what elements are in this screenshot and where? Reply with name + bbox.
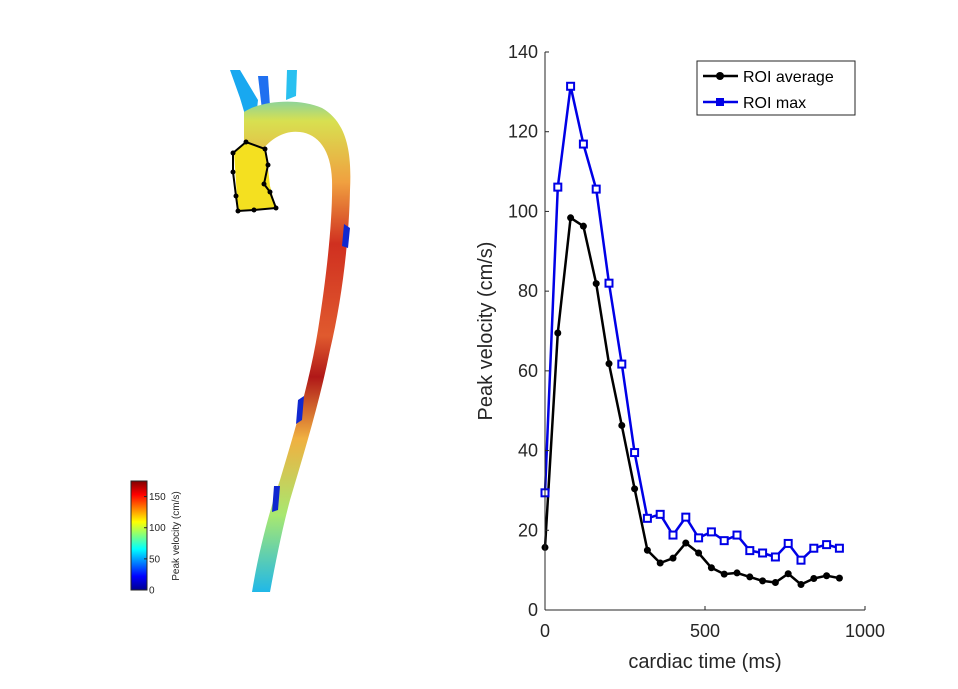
data-point-roi-average <box>656 559 664 567</box>
data-point-roi-max <box>553 182 563 192</box>
data-point-roi-average <box>759 577 767 585</box>
data-point-roi-average <box>579 222 587 230</box>
data-point-roi-max <box>578 139 588 149</box>
data-point-roi-average <box>733 569 741 577</box>
roi-region <box>234 142 276 212</box>
legend-label-max: ROI max <box>743 95 806 112</box>
data-point-roi-average <box>707 564 715 572</box>
data-point-roi-max <box>783 538 793 548</box>
data-point-roi-max <box>732 530 742 540</box>
x-tick-label: 1000 <box>845 621 885 641</box>
velocity-chart: 0 500 1000 0 20 40 60 80 100 120 140 cardiac time … <box>475 42 885 673</box>
data-point-roi-max <box>834 543 844 553</box>
roi-outline <box>230 139 279 214</box>
data-point-roi-average <box>823 572 831 580</box>
data-point-roi-average <box>605 360 613 368</box>
data-point-roi-average <box>643 546 651 554</box>
legend-label-average: ROI average <box>743 69 834 86</box>
data-point-roi-max <box>758 548 768 558</box>
data-point-roi-average <box>592 280 600 288</box>
y-tick-label: 140 <box>508 42 538 62</box>
colorbar-tick-label: 100 <box>149 523 166 534</box>
y-tick-label: 80 <box>518 281 538 301</box>
data-point-roi-average <box>682 539 690 547</box>
x-tick-label: 500 <box>690 621 720 641</box>
colorbar-tick-label: 50 <box>149 554 161 565</box>
x-axis-title: cardiac time (ms) <box>628 651 781 673</box>
y-tick-label: 60 <box>518 361 538 381</box>
legend-marker-max <box>716 98 724 106</box>
data-point-roi-max <box>809 543 819 553</box>
y-tick-label: 0 <box>528 600 538 620</box>
data-point-roi-max <box>745 546 755 556</box>
y-axis-title: Peak velocity (cm/s) <box>475 242 497 421</box>
data-point-roi-max <box>822 540 832 550</box>
y-tick-label: 120 <box>508 122 538 142</box>
y-tick-label: 100 <box>508 201 538 221</box>
data-point-roi-max <box>681 512 691 522</box>
colorbar-tick-label: 150 <box>149 492 166 503</box>
data-point-roi-average <box>810 575 818 583</box>
legend-marker-average <box>716 72 724 80</box>
data-point-roi-average <box>720 570 728 578</box>
data-point-roi-max <box>668 530 678 540</box>
data-point-roi-average <box>746 573 754 581</box>
aorta-velocity-map <box>230 70 351 592</box>
data-point-roi-average <box>554 329 562 337</box>
data-point-roi-max <box>719 536 729 546</box>
data-point-roi-average <box>567 214 575 222</box>
branch-vessel-middle <box>258 76 270 110</box>
branch-vessel-left <box>230 70 258 118</box>
data-point-roi-max <box>566 81 576 91</box>
colorbar-label: Peak velocity (cm/s) <box>171 491 182 580</box>
data-point-roi-average <box>771 578 779 586</box>
colorbar: 0 50 100 150 Peak velocity (cm/s) <box>130 480 182 597</box>
data-point-roi-average <box>784 570 792 578</box>
data-point-roi-average <box>631 485 639 493</box>
data-point-roi-max <box>591 184 601 194</box>
data-point-roi-average <box>835 574 843 582</box>
data-point-roi-max <box>604 278 614 288</box>
data-point-roi-max <box>630 448 640 458</box>
data-point-roi-average <box>618 421 626 429</box>
y-tick-label: 40 <box>518 441 538 461</box>
data-point-roi-average <box>797 580 805 588</box>
legend: ROI average ROI max <box>696 60 856 116</box>
aortic-arch <box>244 101 351 592</box>
data-point-roi-average <box>695 549 703 557</box>
branch-vessel-right <box>286 70 297 100</box>
y-tick-label: 20 <box>518 520 538 540</box>
data-point-roi-max <box>617 359 627 369</box>
data-point-roi-max <box>706 527 716 537</box>
data-point-roi-max <box>796 555 806 565</box>
data-point-roi-max <box>694 533 704 543</box>
data-point-roi-max <box>770 552 780 562</box>
data-point-roi-max <box>655 509 665 519</box>
x-tick-label: 0 <box>540 621 550 641</box>
data-point-roi-max <box>642 513 652 523</box>
colorbar-gradient <box>130 480 148 591</box>
colorbar-tick-label: 0 <box>149 586 155 597</box>
data-point-roi-average <box>669 554 677 562</box>
